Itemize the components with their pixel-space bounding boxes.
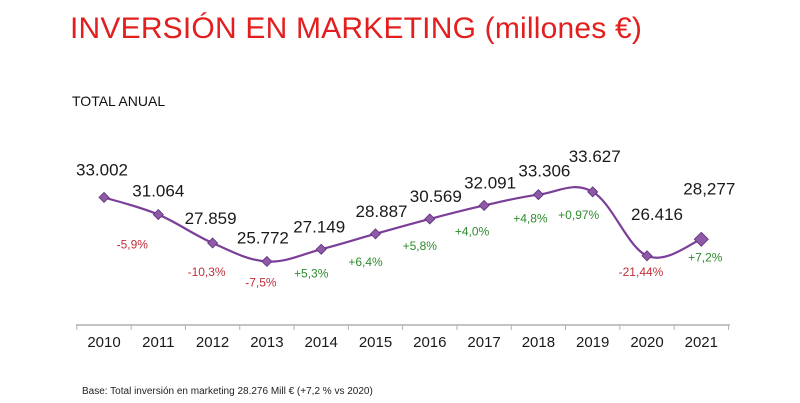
data-value-label: 25.772 (237, 228, 289, 247)
data-value-label: 33.002 (76, 160, 128, 179)
data-value-label: 27.149 (293, 217, 345, 236)
data-value-label: 33.306 (518, 162, 570, 181)
data-point-marker (152, 209, 164, 221)
x-axis-tick-label: 2019 (576, 334, 609, 351)
x-axis-tick-label: 2018 (522, 334, 555, 351)
footnote: Base: Total inversión en marketing 28.27… (82, 386, 373, 397)
change-percent-label: +7,2% (688, 250, 723, 264)
change-percent-label: -7,5% (245, 275, 277, 289)
data-point-marker (478, 199, 490, 212)
change-percent-label: -5,9% (117, 238, 149, 252)
change-percent-label: +4,8% (513, 212, 548, 226)
change-percent-label: +6,4% (348, 255, 383, 269)
change-percent-label: -21,44% (619, 265, 664, 279)
change-percent-label: +5,8% (403, 239, 438, 253)
data-value-label: 30.569 (410, 187, 462, 206)
data-point-marker (315, 243, 327, 255)
x-axis-tick-label: 2017 (467, 334, 500, 351)
x-axis-tick-label: 2011 (142, 334, 174, 351)
data-value-label: 33.627 (569, 147, 621, 166)
data-point-marker (98, 191, 110, 203)
x-axis-tick-label: 2010 (87, 334, 120, 351)
x-axis-tick-label: 2016 (413, 334, 446, 351)
change-percent-label: +4,0% (455, 224, 490, 238)
data-value-label: 26.416 (631, 205, 683, 224)
data-value-label: 31.064 (132, 182, 184, 201)
data-point-marker (261, 255, 273, 268)
data-point-marker (693, 231, 709, 247)
change-percent-label: -10,3% (188, 265, 226, 279)
chart-subtitle: TOTAL ANUAL (72, 93, 166, 109)
data-value-label: 27.859 (185, 209, 237, 228)
change-percent-label: +0,97% (558, 208, 599, 222)
data-value-label: 32.091 (464, 173, 516, 192)
data-point-marker (369, 228, 382, 240)
x-axis-tick-label: 2012 (196, 334, 229, 351)
x-axis-tick-label: 2014 (305, 334, 338, 351)
data-point-marker (587, 186, 599, 198)
data-point-marker (532, 189, 544, 201)
data-point-marker (424, 213, 436, 225)
data-value-label: 28,277 (683, 179, 735, 198)
chart-title: INVERSIÓN EN MARKETING (millones €) (70, 12, 643, 45)
x-axis-tick-label: 2015 (359, 334, 392, 351)
x-axis-tick-label: 2021 (685, 334, 718, 351)
data-value-label: 28.887 (356, 202, 408, 221)
change-percent-label: +5,3% (294, 266, 329, 280)
data-point-marker (207, 237, 219, 249)
x-axis-tick-label: 2020 (630, 334, 663, 351)
data-point-marker (641, 250, 653, 262)
x-axis-tick-label: 2013 (250, 334, 283, 351)
